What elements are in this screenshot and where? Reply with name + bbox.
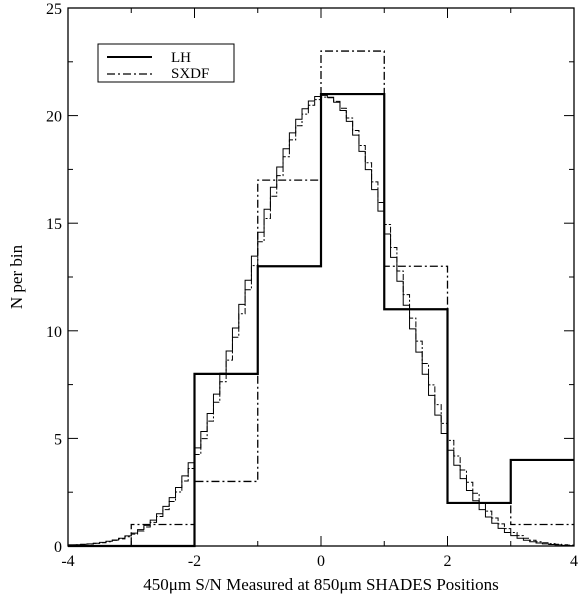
series-lh-step — [68, 92, 574, 548]
legend: LH SXDF — [97, 43, 235, 83]
tick-labels: -4 -2 0 2 4 0 5 10 15 20 25 — [46, 1, 578, 570]
x-tick-label: -2 — [188, 553, 201, 570]
y-tick-label: 0 — [54, 539, 62, 556]
legend-box — [97, 43, 235, 83]
y-tick-label: 5 — [54, 431, 62, 448]
x-tick-label: 2 — [444, 553, 452, 570]
y-tick-label: 25 — [46, 1, 62, 18]
y-tick-label: 20 — [46, 109, 62, 126]
plot-area — [67, 7, 575, 548]
legend-label-sxdf: SXDF — [171, 66, 209, 82]
y-tick-label: 10 — [46, 324, 62, 341]
x-tick-label: 4 — [570, 553, 578, 570]
x-tick-label: 0 — [317, 553, 325, 570]
y-axis-label: N per bin — [7, 244, 26, 309]
x-tick-label: -4 — [61, 553, 74, 570]
series-layer — [68, 50, 574, 548]
legend-label-lh: LH — [171, 50, 191, 66]
x-axis-label: 450μm S/N Measured at 850μm SHADES Posit… — [143, 575, 498, 594]
y-tick-label: 15 — [46, 216, 62, 233]
